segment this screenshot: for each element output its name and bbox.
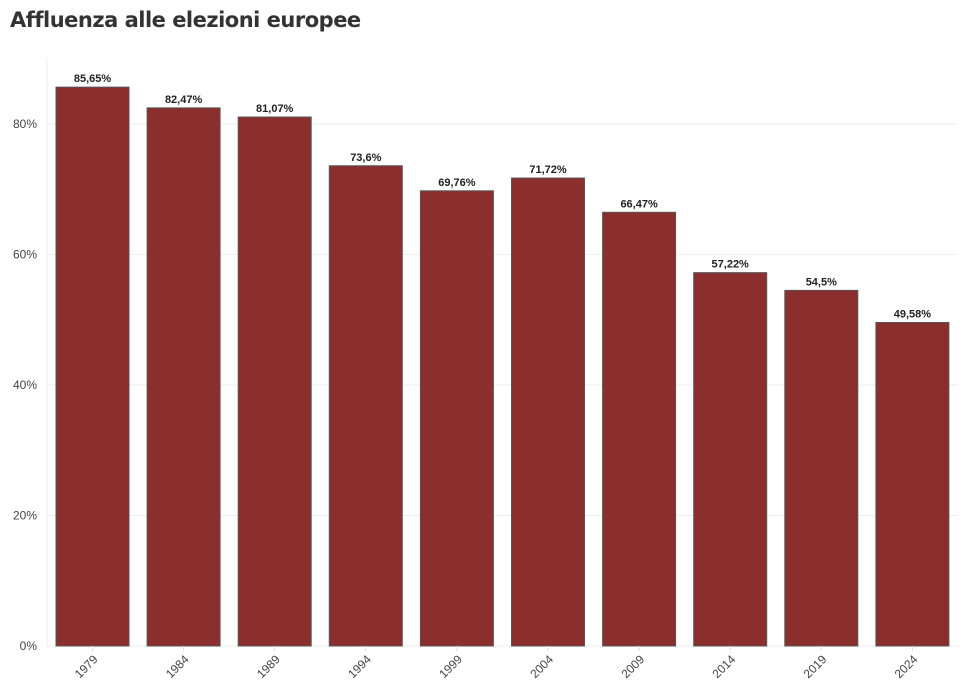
data-label: 73,6% (350, 152, 381, 164)
y-tick-label: 40% (13, 378, 37, 392)
bar (419, 190, 494, 647)
x-tick-label: 2019 (801, 652, 830, 681)
x-tick-label: 1994 (345, 652, 374, 681)
bar (602, 211, 677, 647)
data-label: 82,47% (165, 94, 203, 106)
data-label: 49,58% (894, 308, 932, 320)
x-tick-label: 1979 (72, 652, 101, 681)
data-label: 66,47% (620, 198, 658, 210)
x-tick-label: 1999 (436, 652, 465, 681)
bar (328, 165, 403, 647)
y-tick-label: 80% (13, 117, 37, 131)
bar (55, 86, 130, 647)
x-tick-label: 1984 (163, 652, 192, 681)
bar (784, 289, 859, 647)
data-label: 81,07% (256, 103, 294, 115)
x-tick-label: 2009 (618, 652, 647, 681)
x-tick-label: 2004 (527, 652, 556, 681)
y-tick-label: 0% (20, 639, 38, 653)
x-tick-label: 1989 (254, 652, 283, 681)
y-tick-label: 60% (13, 248, 37, 262)
bar (146, 107, 221, 647)
data-label: 69,76% (438, 177, 476, 189)
data-label: 85,65% (74, 73, 112, 85)
x-tick-label: 2024 (892, 652, 921, 681)
data-label: 57,22% (712, 259, 750, 271)
bar (511, 177, 585, 647)
bar (693, 272, 768, 647)
x-tick-label: 2014 (710, 652, 739, 681)
chart-title: Affluenza alle elezioni europee (10, 8, 361, 32)
data-label: 71,72% (529, 164, 567, 176)
bar (875, 321, 950, 647)
bar (237, 116, 312, 647)
y-tick-label: 20% (13, 509, 37, 523)
data-label: 54,5% (806, 276, 837, 288)
